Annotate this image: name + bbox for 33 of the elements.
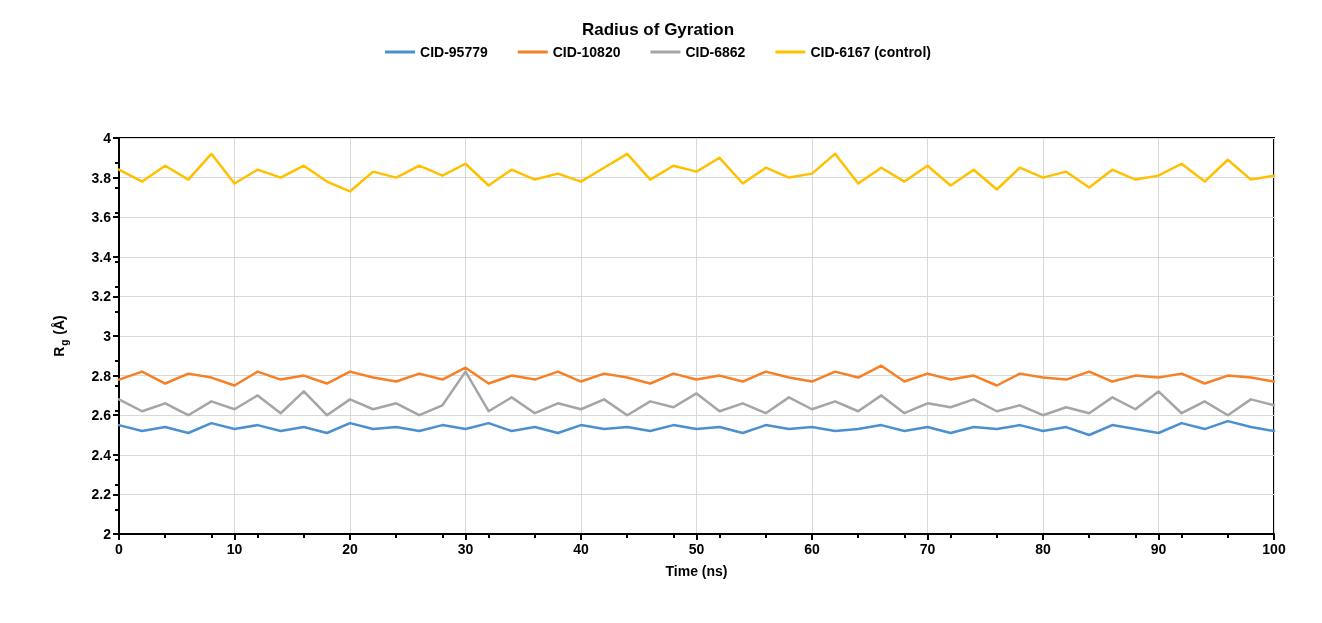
x-tick-label: 0 (115, 541, 124, 557)
x-tick-label: 40 (573, 541, 589, 557)
y-tick-label: 3.8 (91, 169, 112, 186)
y-tick-label: 4 (103, 130, 112, 146)
y-tick-label: 3.4 (91, 248, 112, 265)
line-series (117, 419, 1276, 437)
y-tick-label: 2.4 (91, 446, 112, 463)
y-tick-label: 2 (103, 526, 112, 542)
x-tick-label: 50 (688, 541, 705, 557)
legend-label: CID-10820 (552, 44, 621, 60)
chart-title: Radius of Gyration (581, 20, 735, 39)
x-tick-label: 70 (919, 541, 936, 557)
line-series (117, 364, 1276, 387)
line-series (117, 370, 1276, 417)
y-tick-label: 3.2 (91, 288, 112, 305)
legend-label: CID-95779 (420, 44, 488, 60)
x-tick-label: 80 (1035, 541, 1051, 557)
x-tick-label: 100 (1262, 541, 1286, 557)
y-tick-label: 3 (103, 328, 112, 344)
x-tick-label: 20 (342, 541, 358, 557)
y-tick-label: 2.2 (91, 486, 112, 503)
x-tick-label: 60 (804, 541, 820, 557)
y-tick-label: 2.8 (91, 367, 112, 384)
x-tick-label: 10 (226, 541, 243, 557)
y-tick-label: 3.6 (91, 209, 112, 226)
x-axis-title: Time (ns) (665, 563, 728, 579)
x-tick-label: 90 (1150, 541, 1167, 557)
line-series (117, 152, 1276, 193)
y-axis-title: Rg (Å) (51, 315, 70, 357)
legend-label: CID-6862 (685, 44, 746, 60)
y-tick-label: 2.6 (91, 407, 112, 424)
x-tick-label: 30 (457, 541, 474, 557)
legend-label: CID-6167 (control) (810, 44, 931, 60)
